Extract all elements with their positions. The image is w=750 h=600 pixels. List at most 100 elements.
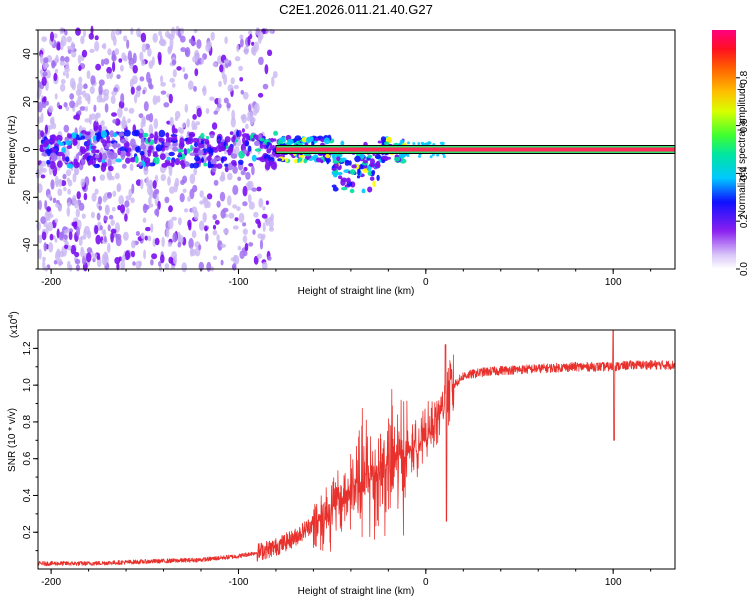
spectrogram-cell (245, 171, 251, 180)
spectrogram-cell (371, 170, 376, 175)
spectrogram-cell (248, 242, 254, 247)
spectrogram-cell (205, 141, 210, 145)
spectrogram-cell (248, 201, 255, 210)
spectrogram-cell (221, 139, 225, 143)
snr-exponent-label: (x104) (8, 311, 20, 338)
spectrogram-cell (131, 183, 135, 194)
spectrogram-cell (179, 35, 186, 43)
spectrogram-cell (251, 187, 258, 192)
spectrogram-cell (84, 106, 89, 112)
spectrogram-cell (164, 263, 170, 270)
spectrogram-cell (205, 108, 210, 114)
spectrogram-cell (394, 156, 401, 162)
spectrogram-cell (97, 196, 103, 205)
snr-x-ticks: -200 -100 0 100 (41, 569, 652, 588)
spectrogram-cell (99, 174, 106, 181)
spectrogram-cell (141, 117, 146, 125)
snr-series-line (37, 329, 676, 567)
spectrogram-cell (120, 139, 127, 144)
spectrogram-cell (150, 259, 154, 266)
spectrogram-cell (83, 29, 86, 38)
spectrogram-cell (75, 161, 79, 168)
spectrogram-cell (331, 167, 337, 171)
spectrogram-cell (168, 205, 173, 213)
spectrogram-cell (127, 147, 132, 153)
spectrogram-cell (200, 57, 204, 65)
snr-x-label: Height of straight line (km) (298, 586, 415, 597)
spectrogram-cell (106, 66, 112, 74)
spectrogram-cell (78, 110, 82, 115)
colorbar-tick-label: 0.0 (739, 262, 750, 276)
spectrogram-cell (93, 253, 98, 260)
spectrogram-cell (169, 44, 173, 51)
spectrogram-cell (374, 162, 381, 169)
spectrogram-cell (221, 156, 224, 164)
spectrogram-cell (212, 62, 218, 67)
colorbar-ticks: 0.0 0.2 0.4 0.6 0.8 (736, 70, 750, 276)
spectrogram-cell (115, 236, 122, 247)
spectrogram-cell (114, 48, 119, 56)
spectrogram-cell (83, 83, 88, 89)
spectrogram-cell (53, 33, 58, 39)
spectrogram-cell (172, 232, 178, 243)
spectrogram-cell (332, 160, 340, 164)
spectrogram-cell (264, 64, 269, 75)
spectrogram-cell (159, 153, 166, 161)
spectrogram-cell (78, 236, 83, 246)
spectrogram-cell (60, 55, 65, 63)
spectrogram-cell (140, 32, 147, 43)
spectrogram-cell (336, 171, 343, 176)
spectrogram-cell (136, 27, 141, 38)
spectrogram-cell (216, 234, 220, 242)
spectrogram-cell (262, 222, 266, 233)
carrier-line (275, 147, 675, 152)
spectrogram-cell (131, 130, 139, 137)
spectrogram-cell (149, 162, 156, 167)
spectrogram-cell (349, 188, 355, 194)
spectrogram-cell (206, 261, 212, 272)
spectrogram-cell (219, 64, 224, 73)
spectrogram-cell (210, 31, 215, 41)
spectrogram-cell (106, 72, 110, 80)
spectrogram-cell (139, 76, 145, 82)
spectrogram-cell (361, 188, 366, 194)
spectrogram-cell (218, 80, 222, 88)
spectrogram-cell (168, 151, 175, 157)
spectrogram-cell (220, 243, 227, 248)
spectrogram-cell (238, 159, 244, 165)
spectrogram-cell (154, 208, 159, 216)
spectrogram-cell (43, 142, 49, 148)
spectrogram-cell (41, 76, 47, 86)
spectrogram-cell (50, 179, 55, 190)
spectrogram-cell (374, 153, 381, 160)
spectrogram-cell (67, 133, 73, 139)
spectrogram-cell (148, 196, 152, 206)
spectrogram-cell (188, 38, 194, 44)
spectrogram-cell (115, 143, 121, 148)
spectrogram-cell (247, 194, 252, 203)
spectrogram-cell (268, 218, 274, 229)
spectrogram-cell (48, 242, 54, 253)
spectrogram-cell (183, 208, 189, 213)
spectrogram-cell (94, 41, 100, 52)
spectrogram-cell (55, 134, 63, 142)
spectrogram-cell (306, 136, 311, 144)
spectrogram-cell (58, 105, 63, 110)
spectrogram-cell (100, 130, 107, 139)
spectrogram-cell (223, 97, 229, 104)
spectrogram-cell (188, 131, 196, 138)
spectrogram-cell (131, 240, 136, 249)
spectrogram-cell (165, 132, 170, 139)
spectrogram-cell (206, 193, 213, 200)
spectrogram-cell (41, 36, 48, 42)
spectrogram-cell (78, 76, 83, 84)
spectrogram-cell (193, 167, 198, 176)
spectrogram-cell (231, 136, 236, 143)
spectrogram-cell (163, 102, 170, 108)
spectrogram-cell (200, 140, 205, 145)
spectrogram-cell (287, 138, 294, 145)
spectrogram-cell (254, 148, 262, 152)
spectrogram-cell (189, 152, 196, 156)
spectrogram-cell (125, 157, 131, 164)
spectrogram-cell (217, 240, 223, 251)
